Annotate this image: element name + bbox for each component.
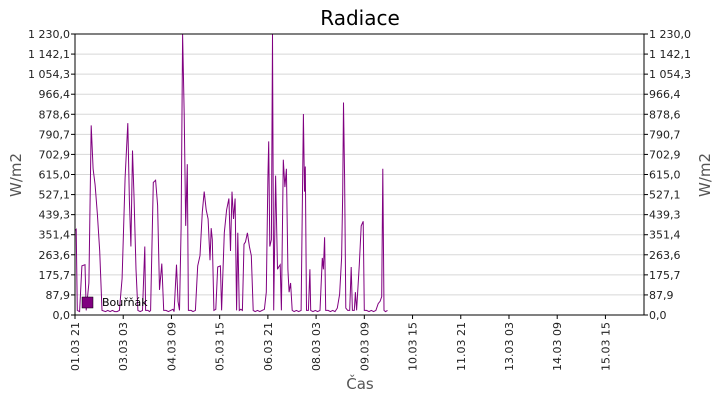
legend-label-bournak: Bouřňák — [102, 296, 148, 309]
y-tick-label-right: 966,4 — [649, 88, 681, 101]
y-axis-title-left: W/m2 — [7, 153, 25, 197]
y-tick-label-left: 1 230,0 — [28, 28, 70, 41]
x-tick-label: 14.03 09 — [551, 322, 564, 371]
y-tick-label-left: 87,9 — [46, 289, 71, 302]
y-tick-label-right: 263,6 — [649, 249, 681, 262]
y-tick-label-right: 1 142,1 — [649, 48, 691, 61]
y-tick-label-left: 1 054,3 — [28, 68, 70, 81]
x-tick-label: 13.03 03 — [503, 322, 516, 371]
x-tick-label: 06.03 21 — [262, 322, 275, 371]
x-tick-label: 08.03 03 — [310, 322, 323, 371]
y-tick-label-right: 175,7 — [649, 269, 681, 282]
y-tick-label-right: 1 230,0 — [649, 28, 691, 41]
y-tick-label-left: 1 142,1 — [28, 48, 70, 61]
y-tick-label-right: 87,9 — [649, 289, 674, 302]
y-tick-label-right: 878,6 — [649, 108, 681, 121]
x-axis: 01.03 21 03.03 03 04.03 09 05.03 15 06.03 21… — [69, 315, 612, 371]
y-tick-label-left: 878,6 — [39, 108, 71, 121]
series-line-bournak — [74, 33, 388, 313]
legend-swatch-bournak — [81, 296, 94, 309]
y-tick-label-left: 351,4 — [39, 229, 71, 242]
y-tick-label-left: 439,3 — [39, 209, 71, 222]
y-tick-label-right: 351,4 — [649, 229, 681, 242]
gridlines — [75, 53, 644, 296]
x-tick-label: 01.03 21 — [69, 322, 82, 371]
y-tick-label-right: 527,1 — [649, 189, 681, 202]
y-tick-label-right: 790,7 — [649, 128, 681, 141]
y-tick-label-right: 0,0 — [649, 309, 667, 322]
y-tick-label-left: 263,6 — [39, 249, 71, 262]
x-tick-label: 10.03 15 — [407, 322, 420, 371]
x-tick-label: 03.03 03 — [117, 322, 130, 371]
y-axis-right: 0,0 87,9 175,7 263,6 351,4 439,3 527,1 615,0 702… — [644, 28, 691, 322]
y-tick-label-left: 0,0 — [53, 309, 71, 322]
y-tick-label-right: 439,3 — [649, 209, 681, 222]
x-tick-label: 09.03 09 — [358, 322, 371, 371]
x-tick-label: 04.03 09 — [165, 322, 178, 371]
legend: Bouřňák — [81, 296, 148, 309]
y-tick-label-left: 702,9 — [39, 148, 71, 161]
x-tick-label: 11.03 21 — [455, 322, 468, 371]
x-tick-label: 15.03 15 — [599, 322, 612, 371]
y-tick-label-left: 790,7 — [39, 128, 71, 141]
y-axis-title-right: W/m2 — [696, 153, 714, 197]
x-axis-title: Čas — [346, 374, 374, 393]
y-tick-label-left: 615,0 — [39, 169, 71, 182]
y-tick-label-right: 1 054,3 — [649, 68, 691, 81]
y-tick-label-left: 175,7 — [39, 269, 71, 282]
y-tick-label-left: 966,4 — [39, 88, 71, 101]
y-tick-label-right: 615,0 — [649, 169, 681, 182]
y-tick-label-right: 702,9 — [649, 148, 681, 161]
y-axis-left: 0,0 87,9 175,7 263,6 351,4 439,3 527,1 615,0 702… — [28, 28, 75, 322]
x-tick-label: 05.03 15 — [214, 322, 227, 371]
y-tick-label-left: 527,1 — [39, 189, 71, 202]
chart-title: Radiace — [320, 6, 400, 30]
